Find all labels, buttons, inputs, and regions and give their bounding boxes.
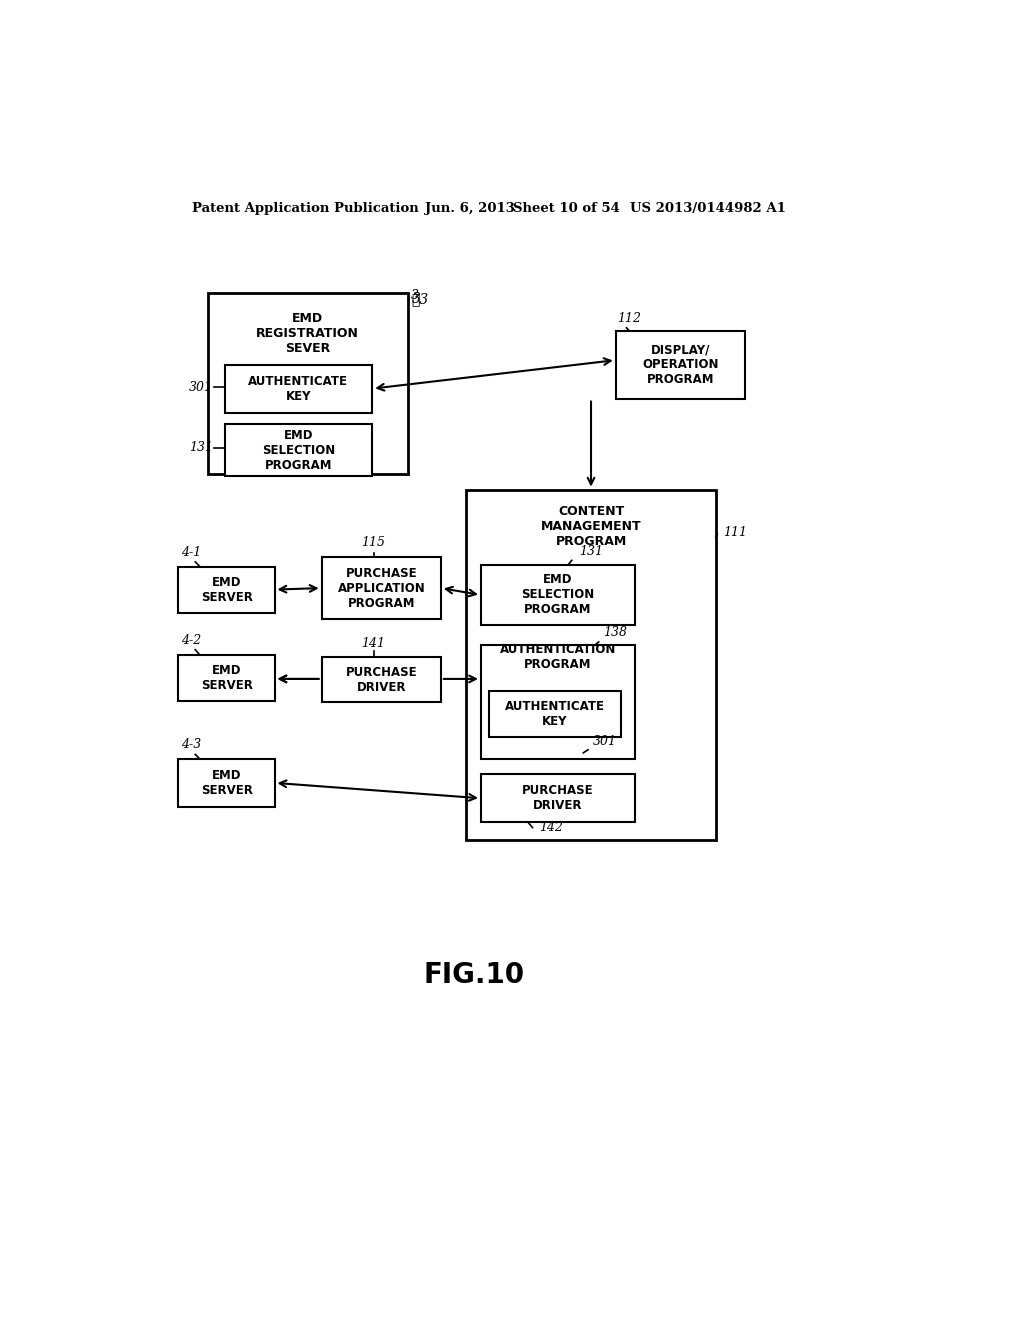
Bar [615,331,745,399]
Bar [178,759,274,807]
Text: PURCHASE
APPLICATION
PROGRAM: PURCHASE APPLICATION PROGRAM [338,566,425,610]
Bar [208,293,408,474]
Text: CONTENT
MANAGEMENT
PROGRAM: CONTENT MANAGEMENT PROGRAM [541,506,641,548]
Text: 3: 3 [411,289,419,302]
Text: 142: 142 [539,821,562,834]
Bar [322,557,441,619]
Text: ⌕3: ⌕3 [411,292,428,306]
Bar [224,364,373,413]
Bar [481,775,635,822]
Text: AUTHENTICATION
PROGRAM: AUTHENTICATION PROGRAM [500,643,616,672]
Text: AUTHENTICATE
KEY: AUTHENTICATE KEY [505,701,605,729]
Bar [481,645,635,759]
Bar [178,655,274,701]
Text: 3: 3 [412,292,421,306]
Text: 131: 131 [189,441,213,454]
Text: 301: 301 [189,380,213,393]
Text: 4-1: 4-1 [180,545,201,558]
Text: EMD
SELECTION
PROGRAM: EMD SELECTION PROGRAM [262,429,335,471]
Text: EMD
SELECTION
PROGRAM: EMD SELECTION PROGRAM [521,573,595,616]
Text: Jun. 6, 2013: Jun. 6, 2013 [425,202,515,215]
Bar [481,565,635,626]
Text: 131: 131 [579,545,603,558]
Bar [178,566,274,612]
Text: PURCHASE
DRIVER: PURCHASE DRIVER [522,784,594,812]
Text: 112: 112 [617,312,641,325]
Text: FIG.10: FIG.10 [423,961,524,989]
Text: EMD
SERVER: EMD SERVER [201,576,253,603]
Text: Patent Application Publication: Patent Application Publication [193,202,419,215]
Text: AUTHENTICATE
KEY: AUTHENTICATE KEY [249,375,348,403]
Bar [488,692,621,738]
Text: PURCHASE
DRIVER: PURCHASE DRIVER [346,665,418,694]
Text: DISPLAY/
OPERATION
PROGRAM: DISPLAY/ OPERATION PROGRAM [642,343,719,387]
Bar [322,657,441,702]
Bar [224,424,373,477]
Text: EMD
SERVER: EMD SERVER [201,768,253,797]
Text: EMD
SERVER: EMD SERVER [201,664,253,692]
Text: EMD
REGISTRATION
SEVER: EMD REGISTRATION SEVER [256,313,359,355]
Text: 4-3: 4-3 [180,738,201,751]
Text: 141: 141 [361,636,386,649]
Text: 138: 138 [603,626,628,639]
Text: 301: 301 [593,735,616,748]
Bar [466,490,716,840]
Text: Sheet 10 of 54: Sheet 10 of 54 [513,202,621,215]
Text: 115: 115 [361,536,386,549]
Text: US 2013/0144982 A1: US 2013/0144982 A1 [630,202,785,215]
Text: 4-2: 4-2 [180,635,201,647]
Text: 111: 111 [724,525,748,539]
